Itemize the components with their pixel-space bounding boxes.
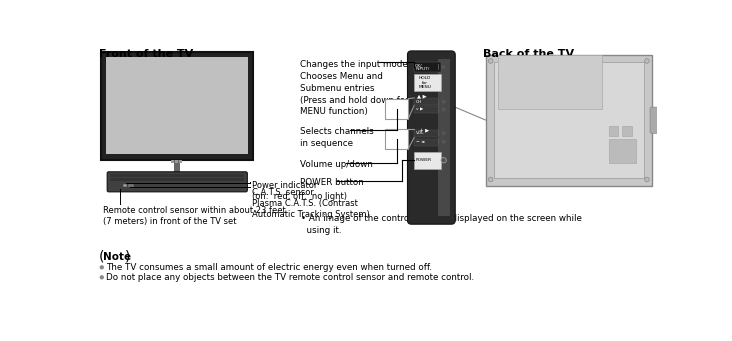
- Text: VOL: VOL: [416, 131, 425, 135]
- Text: (: (: [99, 250, 104, 264]
- Bar: [179, 160, 182, 163]
- Text: ): ): [125, 250, 130, 264]
- Bar: [111, 178, 244, 181]
- Bar: [438, 64, 439, 70]
- Text: The TV consumes a small amount of electric energy even when turned off.: The TV consumes a small amount of electr…: [106, 263, 433, 272]
- Bar: [414, 152, 441, 169]
- Circle shape: [645, 59, 649, 63]
- Text: Power indicator
(on:  red, off:  no light): Power indicator (on: red, off: no light): [252, 181, 347, 201]
- Text: • An image of the control panel is displayed on the screen while
  using it.: • An image of the control panel is displ…: [302, 214, 582, 235]
- Text: Remote control sensor within about 23 feet
(7 meters) in front of the TV set: Remote control sensor within about 23 fe…: [102, 206, 285, 226]
- Circle shape: [488, 59, 493, 63]
- Bar: [385, 129, 408, 149]
- Text: POWER: POWER: [415, 158, 431, 162]
- Text: HOLD
for
MENU: HOLD for MENU: [419, 76, 432, 89]
- Bar: [175, 160, 178, 163]
- Bar: [438, 130, 439, 136]
- Bar: [174, 160, 180, 173]
- Bar: [414, 139, 439, 146]
- Bar: [438, 99, 439, 105]
- Bar: [414, 106, 439, 113]
- Bar: [493, 62, 644, 178]
- Bar: [438, 106, 439, 113]
- Text: Volume up/down: Volume up/down: [299, 160, 373, 169]
- Text: Selects channels
in sequence: Selects channels in sequence: [299, 127, 373, 148]
- Text: CH: CH: [416, 100, 422, 104]
- Bar: [171, 160, 174, 163]
- Text: Do not place any objects between the TV remote control sensor and remote control: Do not place any objects between the TV …: [106, 273, 474, 282]
- Bar: [486, 55, 651, 186]
- Bar: [111, 174, 244, 177]
- Text: C.A.T.S. sensor
Plasma C.A.T.S. (Contrast
Automatic Tracking System): C.A.T.S. sensor Plasma C.A.T.S. (Contras…: [252, 188, 370, 219]
- Bar: [498, 69, 525, 79]
- Circle shape: [441, 158, 447, 163]
- Circle shape: [441, 140, 446, 144]
- Text: Front of the TV: Front of the TV: [100, 49, 194, 59]
- Bar: [106, 57, 248, 154]
- Bar: [414, 74, 441, 91]
- Bar: [438, 59, 450, 216]
- Text: ▲ ▶: ▲ ▶: [417, 93, 426, 98]
- Bar: [609, 127, 619, 136]
- Bar: [532, 69, 559, 79]
- Bar: [122, 184, 126, 187]
- Circle shape: [100, 265, 104, 269]
- Text: Changes the input mode
Chooses Menu and
Submenu entries
(Press and hold down for: Changes the input mode Chooses Menu and …: [299, 60, 408, 116]
- Bar: [414, 130, 439, 137]
- Text: Back of the TV: Back of the TV: [483, 49, 574, 59]
- Text: + ▶: + ▶: [419, 128, 429, 133]
- Bar: [414, 62, 441, 73]
- Bar: [414, 98, 439, 105]
- Circle shape: [441, 131, 446, 135]
- Circle shape: [488, 177, 493, 182]
- Circle shape: [441, 100, 446, 104]
- Bar: [128, 184, 133, 187]
- FancyBboxPatch shape: [107, 172, 247, 192]
- Bar: [101, 52, 253, 160]
- Text: INPUT/: INPUT/: [415, 68, 430, 71]
- Circle shape: [441, 107, 446, 112]
- Text: − ◄: − ◄: [416, 140, 425, 144]
- Bar: [438, 139, 439, 145]
- Circle shape: [645, 177, 649, 182]
- Text: POWER button: POWER button: [299, 178, 364, 187]
- Circle shape: [100, 275, 104, 280]
- Circle shape: [441, 65, 446, 69]
- Text: Note: Note: [103, 252, 132, 262]
- Bar: [385, 99, 408, 119]
- Bar: [622, 127, 632, 136]
- Text: v ▶: v ▶: [416, 107, 423, 112]
- Text: OK/: OK/: [415, 64, 423, 68]
- FancyBboxPatch shape: [650, 107, 664, 133]
- Bar: [609, 139, 636, 163]
- Bar: [498, 55, 602, 109]
- FancyBboxPatch shape: [408, 51, 455, 224]
